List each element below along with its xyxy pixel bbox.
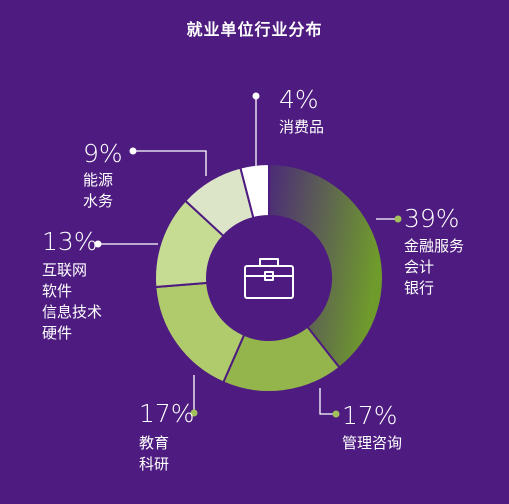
leader-consulting-line <box>319 388 336 415</box>
slice-consumer <box>239 162 270 220</box>
consulting-label: 管理咨询 <box>342 434 403 452</box>
chart-title: 就业单位行业分布 <box>186 20 323 39</box>
consumer-goods-percent: 4% <box>279 85 319 114</box>
slice-education <box>154 281 246 384</box>
finance-label: 金融服务 会计 银行 <box>404 237 465 297</box>
leader-consumer-dot <box>252 92 260 100</box>
consumer-goods-label: 消费品 <box>279 118 325 136</box>
energy-percent: 9% <box>83 139 123 168</box>
leader-energy-line <box>133 150 207 176</box>
leader-internet-dot <box>94 240 102 248</box>
leader-finance-dot <box>394 215 402 223</box>
education-label: 教育 科研 <box>139 434 170 473</box>
internet-percent: 13% <box>42 227 98 256</box>
consulting-percent: 17% <box>342 401 398 430</box>
internet-label: 互联网 软件 信息技术 硬件 <box>42 261 103 342</box>
education-percent: 17% <box>139 399 195 428</box>
briefcase-icon <box>244 258 294 299</box>
leader-education-dot <box>190 409 198 417</box>
leader-energy-dot <box>129 147 137 155</box>
leader-consulting-dot <box>332 410 340 418</box>
slice-finance <box>268 162 384 370</box>
energy-label: 能源 水务 <box>83 171 114 210</box>
finance-percent: 39% <box>404 204 460 233</box>
